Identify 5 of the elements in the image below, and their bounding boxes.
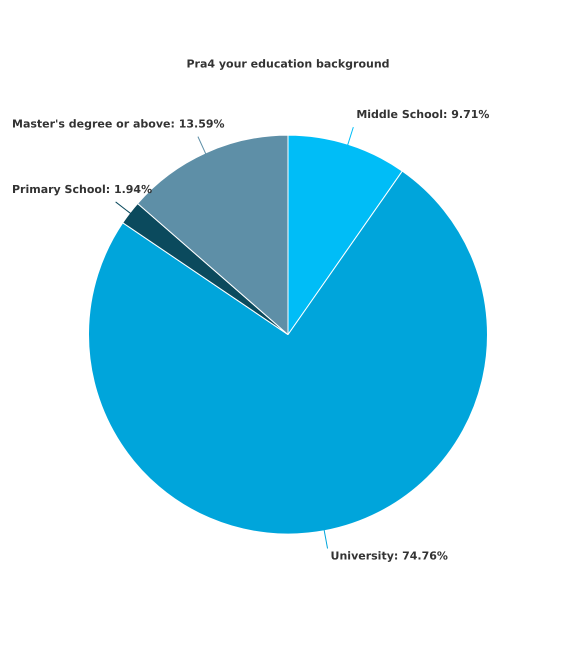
slice-label: University: 74.76% xyxy=(330,549,448,562)
slice-label: Master's degree or above: 13.59% xyxy=(12,117,225,130)
slice-label: Middle School: 9.71% xyxy=(356,108,490,121)
slice-label: Primary School: 1.94% xyxy=(12,182,152,196)
chart-title: Pra4 your education background xyxy=(186,57,390,70)
